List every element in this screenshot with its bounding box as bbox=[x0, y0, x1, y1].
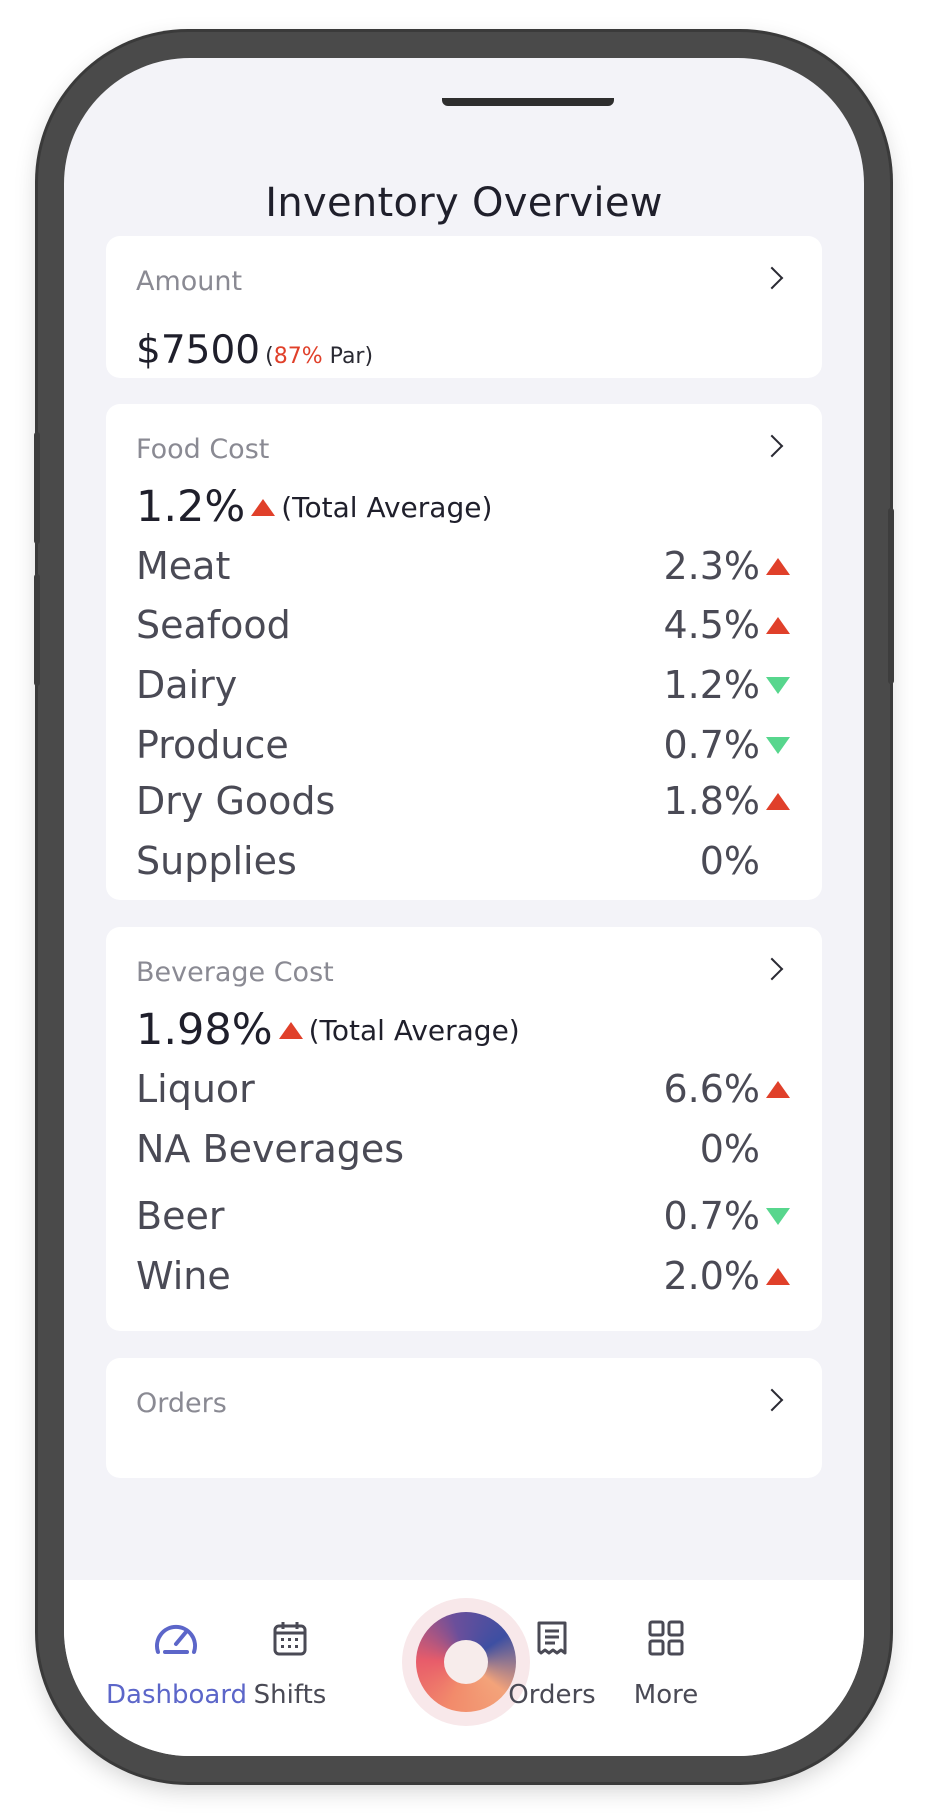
cost-row-name: Beer bbox=[136, 1194, 225, 1238]
notch bbox=[442, 98, 614, 106]
chevron-right-icon[interactable] bbox=[760, 434, 784, 458]
power-button bbox=[888, 508, 894, 684]
page-title: Inventory Overview bbox=[265, 180, 663, 226]
cost-row-value-group: 0% bbox=[700, 839, 790, 883]
trend-up-icon bbox=[766, 792, 790, 810]
cost-row-value: 2.0% bbox=[663, 1254, 760, 1298]
cost-row-value: 2.3% bbox=[663, 544, 760, 588]
cost-row-value: 0.7% bbox=[663, 723, 760, 767]
cost-row: Meat 2.3% bbox=[136, 541, 790, 591]
tab-orders[interactable]: Orders bbox=[482, 1610, 622, 1710]
trend-down-icon bbox=[766, 1207, 790, 1225]
food-cost-label: Food Cost bbox=[136, 434, 270, 465]
tab-more-label: More bbox=[633, 1680, 699, 1710]
par-open: ( bbox=[265, 344, 274, 369]
cost-row-name: NA Beverages bbox=[136, 1127, 405, 1171]
bottom-tab-bar: Dashboard Shifts bbox=[64, 1580, 864, 1756]
brand-orb-core bbox=[444, 1640, 488, 1684]
cost-row-value-group: 6.6% bbox=[663, 1067, 790, 1111]
chevron-right-icon[interactable] bbox=[760, 266, 784, 290]
cost-row-name: Produce bbox=[136, 723, 289, 767]
orders-label: Orders bbox=[136, 1388, 227, 1419]
cost-row: Produce 0.7% bbox=[136, 720, 790, 770]
cost-row-value-group: 1.2% bbox=[663, 663, 790, 707]
cost-row-value: 0.7% bbox=[663, 1194, 760, 1238]
volume-button bbox=[34, 574, 40, 686]
cost-row: Dairy 1.2% bbox=[136, 660, 790, 710]
amount-card[interactable]: Amount $7500 (87% Par) bbox=[106, 236, 822, 378]
cost-row-value-group: 2.0% bbox=[663, 1254, 790, 1298]
trend-up-icon bbox=[278, 1021, 303, 1039]
cost-row-name: Meat bbox=[136, 544, 231, 588]
par-percent: 87% bbox=[273, 344, 323, 369]
tab-orders-label: Orders bbox=[508, 1680, 596, 1710]
cost-row: Seafood 4.5% bbox=[136, 600, 790, 650]
cost-row-value: 1.2% bbox=[663, 663, 760, 707]
app-screen: Inventory Overview Amount $7500 (87% Par… bbox=[64, 58, 864, 1756]
beverage-cost-label: Beverage Cost bbox=[136, 957, 334, 988]
cost-row-value-group: 0.7% bbox=[663, 1194, 790, 1238]
receipt-icon bbox=[482, 1610, 622, 1666]
trend-down-icon bbox=[766, 676, 790, 694]
tab-dashboard-label: Dashboard bbox=[106, 1680, 248, 1710]
trend-up-icon bbox=[251, 498, 276, 516]
trend-up-icon bbox=[766, 1080, 790, 1098]
beverage-cost-total: 1.98% (Total Average) bbox=[136, 1005, 520, 1055]
trend-up-icon bbox=[766, 1267, 790, 1285]
beverage-cost-card[interactable]: Beverage Cost 1.98% (Total Average) Liqu… bbox=[106, 927, 822, 1331]
cost-row-name: Dry Goods bbox=[136, 779, 336, 823]
cost-row: NA Beverages 0% bbox=[136, 1124, 790, 1174]
cost-row: Dry Goods 1.8% bbox=[136, 776, 790, 826]
food-cost-total: 1.2% (Total Average) bbox=[136, 482, 492, 532]
tab-shifts[interactable]: Shifts bbox=[220, 1610, 360, 1710]
beverage-cost-total-value: 1.98% bbox=[136, 1005, 273, 1055]
beverage-cost-total-label: (Total Average) bbox=[308, 1013, 520, 1047]
grid-icon bbox=[596, 1610, 736, 1666]
food-cost-card[interactable]: Food Cost 1.2% (Total Average) Meat 2.3% S… bbox=[106, 404, 822, 900]
amount-value: $7500 bbox=[136, 328, 261, 373]
trend-down-icon bbox=[766, 736, 790, 754]
cost-row-value-group: 1.8% bbox=[663, 779, 790, 823]
cost-row-value-group: 0.7% bbox=[663, 723, 790, 767]
food-cost-total-label: (Total Average) bbox=[281, 490, 493, 524]
amount-value-group: $7500 (87% Par) bbox=[136, 328, 373, 373]
trend-up-icon bbox=[766, 557, 790, 575]
gauge-icon bbox=[106, 1610, 246, 1666]
cost-row: Supplies 0% bbox=[136, 836, 790, 886]
tab-more[interactable]: More bbox=[596, 1610, 736, 1710]
orders-card[interactable]: Orders bbox=[106, 1358, 822, 1478]
amount-label: Amount bbox=[136, 266, 243, 297]
cost-row-name: Dairy bbox=[136, 663, 238, 707]
food-cost-total-value: 1.2% bbox=[136, 482, 246, 532]
cost-row-name: Wine bbox=[136, 1254, 231, 1298]
cost-row-value-group: 0% bbox=[700, 1127, 790, 1171]
cost-row-name: Seafood bbox=[136, 603, 291, 647]
cost-row: Beer 0.7% bbox=[136, 1191, 790, 1241]
chevron-right-icon[interactable] bbox=[760, 1388, 784, 1412]
cost-row-value: 0% bbox=[699, 839, 760, 883]
cost-row: Wine 2.0% bbox=[136, 1251, 790, 1301]
par-text: Par) bbox=[322, 344, 374, 369]
mute-switch bbox=[34, 432, 40, 544]
cost-row-name: Supplies bbox=[136, 839, 297, 883]
trend-up-icon bbox=[766, 616, 790, 634]
cost-row-value: 4.5% bbox=[663, 603, 760, 647]
tab-dashboard[interactable]: Dashboard bbox=[106, 1610, 248, 1710]
cost-row-value-group: 2.3% bbox=[663, 544, 790, 588]
cost-row-value-group: 4.5% bbox=[663, 603, 790, 647]
chevron-right-icon[interactable] bbox=[760, 957, 784, 981]
calendar-icon bbox=[220, 1610, 360, 1666]
cost-row-name: Liquor bbox=[136, 1067, 255, 1111]
cost-row-value: 1.8% bbox=[663, 779, 760, 823]
cost-row: Liquor 6.6% bbox=[136, 1064, 790, 1114]
tab-shifts-label: Shifts bbox=[253, 1680, 327, 1710]
cost-row-value: 0% bbox=[699, 1127, 760, 1171]
cost-row-value: 6.6% bbox=[663, 1067, 760, 1111]
center-action-button[interactable] bbox=[402, 1598, 530, 1726]
